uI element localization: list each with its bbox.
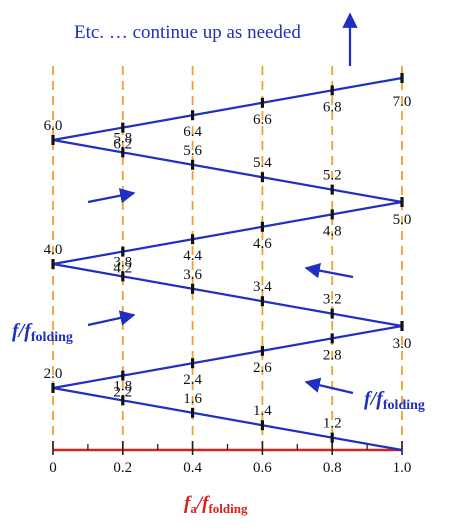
point-label-9: 3.4 [253, 279, 272, 295]
point-mark-16 [330, 184, 334, 195]
direction-arrow-left-upper [304, 263, 354, 279]
point-label-1: 1.4 [253, 403, 272, 419]
point-label-0: 1.2 [323, 416, 342, 432]
point-label-4: 2.2 [113, 385, 132, 401]
x-tick-label-1: 0.2 [113, 460, 132, 476]
point-mark-17 [260, 172, 264, 183]
point-mark-20 [121, 122, 125, 133]
point-label-18: 5.6 [183, 143, 202, 159]
point-label-20: 6.2 [113, 137, 132, 153]
folding-right-main: f [364, 388, 373, 410]
point-mark-14 [260, 221, 264, 232]
x-axis-title-main: f [184, 493, 192, 514]
folding-left-main: f [12, 320, 21, 342]
x-axis-title-sub1: a [190, 501, 197, 516]
point-mark-6 [260, 345, 264, 356]
point-mark-10 [191, 283, 195, 294]
value-labels: 1.2 1.4 1.6 1.82.2 2.4 2.6 2.8 3.2 3.4 3.6 3.84.2 4… [44, 94, 412, 432]
x-axis-title: fa/ffolding [184, 493, 248, 516]
point-label-7: 2.8 [323, 347, 342, 363]
zigzag-line [52, 76, 403, 452]
point-mark-11 [121, 271, 125, 282]
point-label-2: 1.6 [183, 391, 202, 407]
folding-left-sep: /f [17, 320, 34, 342]
point-mark-12 [121, 246, 125, 257]
x-tick-label-3: 0.6 [253, 460, 272, 476]
point-label-16: 5.2 [323, 168, 342, 184]
direction-arrow-right-lower [87, 310, 136, 327]
point-mark-9 [260, 296, 264, 307]
vertex-label-2: 4.0 [44, 242, 63, 258]
point-mark-1 [260, 420, 264, 431]
point-label-11: 3.8 [113, 254, 132, 270]
vertex-mark-0 [51, 383, 55, 393]
point-mark-5 [191, 358, 195, 369]
point-label-12: 4.2 [113, 261, 132, 277]
point-label-3: 1.8 [113, 378, 132, 394]
folding-right-sep: /f [369, 388, 386, 410]
point-mark-19 [121, 147, 125, 158]
point-mark-3 [121, 395, 125, 406]
vertex-label-0: 2.0 [44, 366, 63, 382]
point-mark-15 [330, 209, 334, 220]
point-label-21: 6.4 [183, 124, 202, 140]
point-label-13: 4.4 [183, 248, 202, 264]
x-axis-title-sub2: folding [208, 501, 248, 516]
x-axis [52, 441, 403, 455]
point-label-5: 2.4 [183, 372, 202, 388]
point-label-19: 5.8 [113, 130, 132, 146]
folding-ratio-label-right: f/ffolding [364, 388, 425, 413]
x-tick-label-5: 1.0 [393, 460, 412, 476]
vertex-mark-3 [400, 197, 404, 207]
header-note: Etc. … continue up as needed [74, 22, 301, 43]
folding-ratio-label-left: f/ffolding [12, 320, 73, 345]
point-mark-18 [191, 159, 195, 170]
x-tick-label-2: 0.4 [183, 460, 202, 476]
x-tick-label-0: 0 [49, 460, 57, 476]
vertex-label-4: 6.0 [44, 118, 63, 134]
point-mark-4 [121, 370, 125, 381]
vertex-mark-1 [400, 321, 404, 331]
point-mark-22 [260, 97, 264, 108]
point-label-15: 4.8 [323, 223, 342, 239]
direction-arrow-left-lower [304, 377, 354, 395]
point-mark-2 [191, 407, 195, 418]
point-mark-0 [330, 432, 334, 443]
vertex-mark-2 [51, 259, 55, 269]
vertex-label-5: 7.0 [393, 94, 412, 110]
point-label-14: 4.6 [253, 236, 272, 252]
point-label-22: 6.6 [253, 112, 272, 128]
point-label-10: 3.6 [183, 267, 202, 283]
vertex-mark-4 [51, 135, 55, 145]
vertex-mark-5 [400, 73, 404, 83]
point-mark-7 [330, 333, 334, 344]
direction-arrow-right-upper [87, 188, 136, 204]
x-axis-title-sep: /f [195, 493, 210, 514]
vertex-label-1: 3.0 [393, 336, 412, 352]
point-label-8: 3.2 [323, 292, 342, 308]
x-tick-label-4: 0.8 [323, 460, 342, 476]
point-mark-8 [330, 308, 334, 319]
x-tick-labels: 0 0.2 0.4 0.6 0.8 1.0 [49, 460, 411, 476]
folding-right-sub: folding [383, 398, 425, 413]
point-mark-23 [330, 85, 334, 96]
point-mark-13 [191, 234, 195, 245]
point-label-6: 2.6 [253, 360, 272, 376]
point-mark-21 [191, 110, 195, 121]
point-label-17: 5.4 [253, 155, 272, 171]
vertex-label-3: 5.0 [393, 212, 412, 228]
point-label-23: 6.8 [323, 99, 342, 115]
point-ticks [51, 73, 404, 443]
zigzag-line-group [52, 76, 403, 452]
folding-left-sub: folding [31, 330, 73, 345]
